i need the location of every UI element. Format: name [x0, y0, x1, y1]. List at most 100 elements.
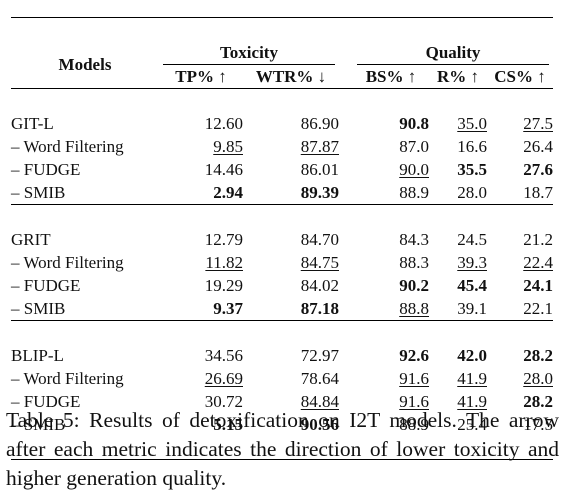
table-cell: 88.9 [353, 181, 429, 205]
cell-wtr: 84.70 [300, 230, 339, 249]
cell-r: 41.9 [457, 369, 487, 388]
cell-r: 41.9 [457, 392, 487, 411]
cell-r: 24.5 [457, 230, 487, 249]
method-name: – Word Filtering [11, 137, 124, 156]
cell-wtr: 89.39 [300, 183, 339, 202]
method-name: – FUDGE [11, 160, 81, 179]
cell-cs: 17.5 [523, 415, 553, 434]
group-header-row: Models Toxicity Quality [11, 41, 553, 74]
cell-tp: 19.29 [204, 276, 243, 295]
cell-tp: 30.72 [204, 392, 243, 411]
table-row: – FUDGE 30.72 84.84 91.6 41.9 28.2 [11, 390, 553, 413]
table-cell: 90.2 [353, 274, 429, 297]
table-cell: 18.7 [487, 181, 553, 205]
table-cell: 25.4 [429, 413, 487, 436]
cell-cs: 22.1 [523, 299, 553, 318]
cell-tp: 12.60 [204, 114, 243, 133]
table-cell: 16.6 [429, 135, 487, 158]
cell-wtr: 84.84 [300, 392, 339, 411]
table-cell: 28.2 [487, 344, 553, 367]
cell-cs: 28.0 [523, 369, 553, 388]
cell-tp: 12.79 [204, 230, 243, 249]
models-column-header: Models [58, 55, 112, 74]
cell-tp: 11.82 [205, 253, 243, 272]
cell-cs: 22.4 [523, 253, 553, 272]
table-cell: 87.18 [243, 297, 339, 321]
table-cell: 92.6 [353, 344, 429, 367]
cell-cs: 27.5 [523, 114, 553, 133]
cell-wtr: 87.87 [300, 137, 339, 156]
cell-wtr: 86.01 [300, 160, 339, 179]
table-cell: 21.2 [487, 228, 553, 251]
cell-r: 35.5 [457, 160, 487, 179]
cell-bs: 87.0 [399, 137, 429, 156]
table-cell: 11.82 [159, 251, 243, 274]
table-cell: 24.5 [429, 228, 487, 251]
table-cell: 90.56 [243, 413, 339, 436]
cell-r: 16.6 [457, 137, 487, 156]
table-cell: 27.5 [487, 112, 553, 135]
method-name: – SMIB [11, 299, 66, 318]
method-name: – SMIB [11, 183, 66, 202]
table-cell: 88.8 [353, 297, 429, 321]
cell-bs: 92.6 [399, 346, 429, 365]
cell-r: 42.0 [457, 346, 487, 365]
cell-cs: 27.6 [523, 160, 553, 179]
metric-header-cs: CS% ↑ [494, 67, 546, 86]
table-cell: 30.72 [159, 390, 243, 413]
table-cell: 90.8 [353, 112, 429, 135]
table-row: BLIP-L 34.56 72.97 92.6 42.0 28.2 [11, 344, 553, 367]
table-cell: 84.84 [243, 390, 339, 413]
table-cell: 28.0 [487, 367, 553, 390]
table-cell: 78.64 [243, 367, 339, 390]
table-row: – FUDGE 14.46 86.01 90.0 35.5 27.6 [11, 158, 553, 181]
cell-wtr: 72.97 [300, 346, 339, 365]
table-cell: 84.75 [243, 251, 339, 274]
table-cell: 89.39 [243, 181, 339, 205]
cell-r: 28.0 [457, 183, 487, 202]
cell-cs: 21.2 [523, 230, 553, 249]
table-cell: 91.6 [353, 390, 429, 413]
table-cell: 2.94 [159, 181, 243, 205]
table-row: GRIT 12.79 84.70 84.3 24.5 21.2 [11, 228, 553, 251]
cell-wtr: 78.64 [300, 369, 339, 388]
cell-tp: 2.94 [213, 183, 243, 202]
method-name: – SMIB [11, 415, 66, 434]
table-row: – FUDGE 19.29 84.02 90.2 45.4 24.1 [11, 274, 553, 297]
cell-wtr: 84.02 [300, 276, 339, 295]
table-cell: 86.01 [243, 158, 339, 181]
cell-tp: 14.46 [204, 160, 243, 179]
table-cell: 72.97 [243, 344, 339, 367]
model-name: BLIP-L [11, 346, 64, 365]
cell-r: 35.0 [457, 114, 487, 133]
table-cell: 9.37 [159, 297, 243, 321]
metric-header-tp: TP% ↑ [175, 67, 227, 86]
table-cell: 35.0 [429, 112, 487, 135]
cell-bs: 88.9 [399, 183, 429, 202]
table-cell: 90.0 [353, 158, 429, 181]
table-row: – SMIB 2.94 89.39 88.9 28.0 18.7 [11, 181, 553, 205]
cell-cs: 28.2 [523, 392, 553, 411]
table-cell: 87.0 [353, 135, 429, 158]
cell-bs: 88.8 [399, 299, 429, 318]
table-row: – SMIB 9.37 87.18 88.8 39.1 22.1 [11, 297, 553, 321]
cell-tp: 9.85 [213, 137, 243, 156]
table-cell: 28.2 [487, 390, 553, 413]
table-cell: 88.9 [353, 413, 429, 436]
table-cell: 41.9 [429, 390, 487, 413]
cell-r: 45.4 [457, 276, 487, 295]
table-cell: 91.6 [353, 367, 429, 390]
table-cell: 12.60 [159, 112, 243, 135]
cell-wtr: 90.56 [300, 415, 339, 434]
model-name: GIT-L [11, 114, 54, 133]
cell-wtr: 87.18 [300, 299, 339, 318]
table-cell: 17.5 [487, 413, 553, 436]
method-name: – Word Filtering [11, 369, 124, 388]
method-name: – FUDGE [11, 276, 81, 295]
table-cell: 19.29 [159, 274, 243, 297]
metric-header-bs: BS% ↑ [365, 67, 417, 86]
cell-bs: 91.6 [399, 369, 429, 388]
table-cell: 87.87 [243, 135, 339, 158]
cell-r: 25.4 [457, 415, 487, 434]
cell-bs: 88.3 [399, 253, 429, 272]
